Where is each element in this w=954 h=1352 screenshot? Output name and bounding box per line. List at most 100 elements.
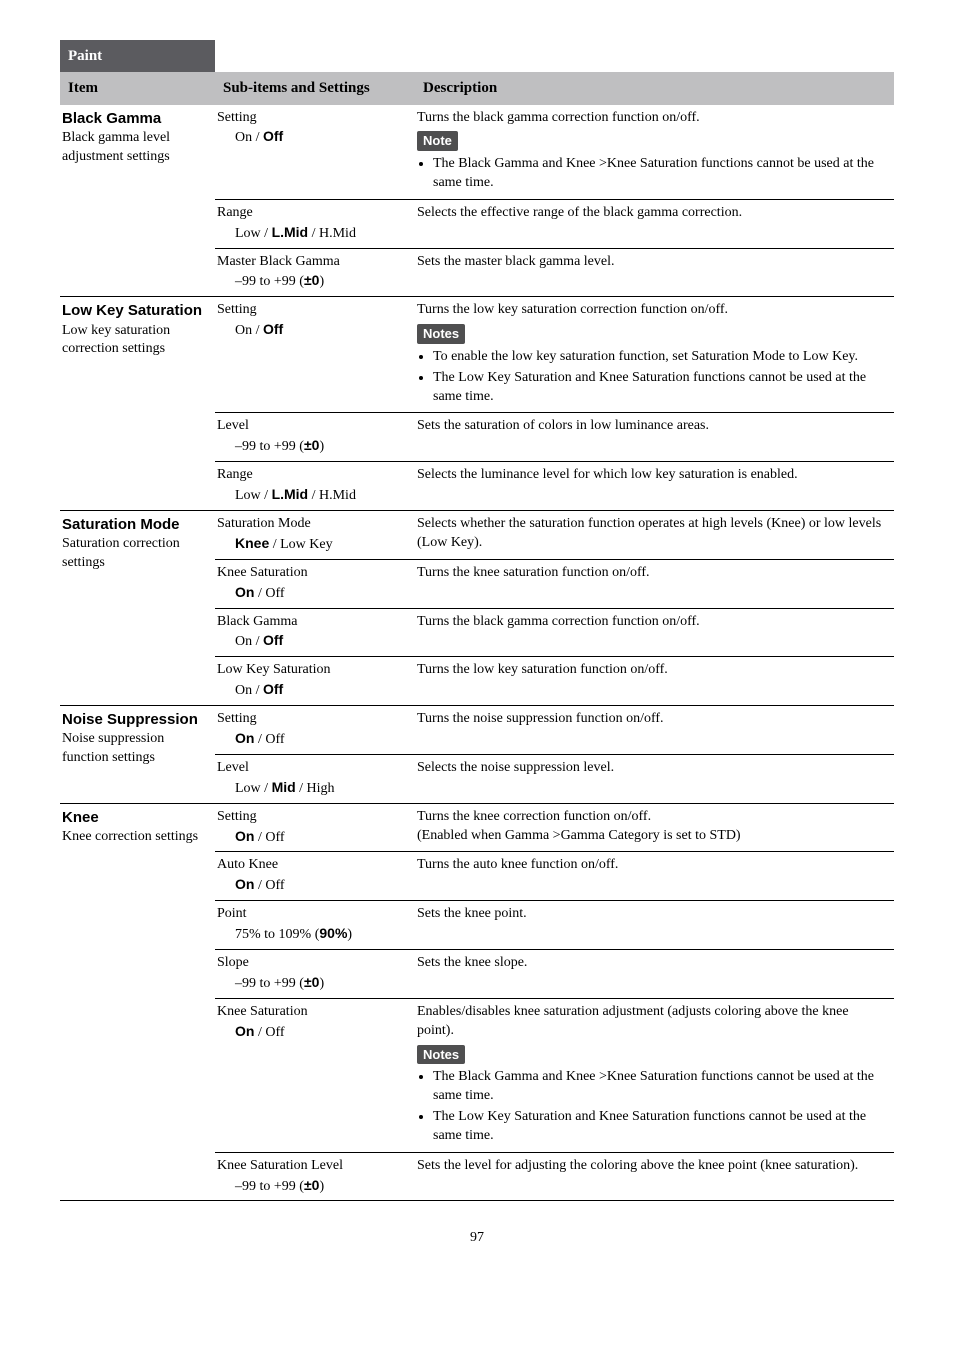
subitem-cell: Knee Saturation On / Off — [215, 998, 415, 1152]
subitem-opts: –99 to +99 (±0) — [217, 436, 409, 457]
subitem-name: Master Black Gamma — [217, 253, 409, 272]
subitem-opts: Low / Mid / High — [217, 778, 409, 799]
item-cell: Knee Knee correction settings — [60, 803, 215, 1201]
subitem-cell: Point 75% to 109% (90%) — [215, 901, 415, 950]
subitem-name: Knee Saturation — [217, 1003, 409, 1022]
subitem-name: Level — [217, 417, 409, 436]
subitem-opts: Knee / Low Key — [217, 534, 409, 555]
subitem-name: Setting — [217, 301, 409, 320]
subitem-name: Saturation Mode — [217, 515, 409, 534]
table-header-row: Paint — [60, 40, 894, 72]
subitem-cell: Level Low / Mid / High — [215, 754, 415, 803]
subitem-opts: Low / L.Mid / H.Mid — [217, 485, 409, 506]
item-title: Black Gamma — [62, 109, 209, 129]
table-row: Saturation Mode Saturation correction se… — [60, 510, 894, 559]
subitem-cell: Setting On / Off — [215, 706, 415, 755]
desc-cell: Turns the auto knee function on/off. — [415, 852, 894, 901]
subitem-cell: Master Black Gamma –99 to +99 (±0) — [215, 248, 415, 297]
col-sub: Sub-items and Settings — [215, 72, 415, 104]
subitem-name: Range — [217, 204, 409, 223]
bullet-list: To enable the low key saturation functio… — [433, 348, 888, 407]
subitem-cell: Auto Knee On / Off — [215, 852, 415, 901]
notes-badge: Notes — [417, 324, 465, 344]
item-title: Saturation Mode — [62, 515, 209, 535]
subitem-name: Setting — [217, 710, 409, 729]
subitem-name: Knee Saturation — [217, 564, 409, 583]
subitem-opts: On / Off — [217, 583, 409, 604]
item-subtitle: Black gamma level adjustment settings — [62, 129, 209, 167]
bullet-list: The Black Gamma and Knee >Knee Saturatio… — [433, 1068, 888, 1146]
subitem-opts: Low / L.Mid / H.Mid — [217, 223, 409, 244]
subitem-name: Slope — [217, 954, 409, 973]
desc-cell: Selects the noise suppression level. — [415, 754, 894, 803]
item-cell: Noise Suppression Noise suppression func… — [60, 706, 215, 804]
subitem-cell: Knee Saturation On / Off — [215, 559, 415, 608]
subitem-name: Point — [217, 905, 409, 924]
desc-cell: Turns the low key saturation correction … — [415, 297, 894, 413]
subitem-name: Knee Saturation Level — [217, 1157, 409, 1176]
table-row: Noise Suppression Noise suppression func… — [60, 706, 894, 755]
desc-cell: Enables/disables knee saturation adjustm… — [415, 998, 894, 1152]
desc-text: (Enabled when Gamma >Gamma Category is s… — [417, 827, 888, 846]
desc-text: Turns the black gamma correction functio… — [417, 109, 888, 128]
subitem-cell: Level –99 to +99 (±0) — [215, 413, 415, 462]
subitem-opts: –99 to +99 (±0) — [217, 1176, 409, 1197]
subitem-opts: On / Off — [217, 729, 409, 750]
subitem-opts: 75% to 109% (90%) — [217, 924, 409, 945]
subitem-name: Auto Knee — [217, 856, 409, 875]
subitem-cell: Setting On / Off — [215, 803, 415, 852]
subitem-opts: –99 to +99 (±0) — [217, 271, 409, 292]
desc-cell: Turns the knee correction function on/of… — [415, 803, 894, 852]
item-subtitle: Noise suppression function settings — [62, 730, 209, 768]
desc-text: Enables/disables knee saturation adjustm… — [417, 1003, 888, 1041]
desc-cell: Selects the effective range of the black… — [415, 199, 894, 248]
subitem-cell: Setting On / Off — [215, 297, 415, 413]
subitem-opts: On / Off — [217, 127, 409, 148]
desc-cell: Turns the noise suppression function on/… — [415, 706, 894, 755]
subitem-opts: On / Off — [217, 680, 409, 701]
subitem-name: Level — [217, 759, 409, 778]
note-badge: Note — [417, 131, 458, 151]
item-subtitle: Knee correction settings — [62, 828, 209, 847]
subitem-cell: Knee Saturation Level –99 to +99 (±0) — [215, 1152, 415, 1201]
subitem-opts: On / Off — [217, 631, 409, 652]
col-desc: Description — [415, 72, 894, 104]
desc-cell: Sets the knee point. — [415, 901, 894, 950]
bullet: The Black Gamma and Knee >Knee Saturatio… — [433, 155, 888, 193]
table-row: Knee Knee correction settings Setting On… — [60, 803, 894, 852]
desc-cell: Selects the luminance level for which lo… — [415, 462, 894, 511]
document-page: Paint Item Sub-items and Settings Descri… — [60, 40, 894, 1248]
item-cell: Low Key Saturation Low key saturation co… — [60, 297, 215, 511]
subitem-cell: Setting On / Off — [215, 105, 415, 200]
item-title: Knee — [62, 808, 209, 828]
desc-cell: Turns the black gamma correction functio… — [415, 105, 894, 200]
subitem-name: Low Key Saturation — [217, 661, 409, 680]
page-number: 97 — [60, 1229, 894, 1248]
subitem-cell: Low Key Saturation On / Off — [215, 657, 415, 706]
subitem-name: Setting — [217, 109, 409, 128]
desc-cell: Turns the low key saturation function on… — [415, 657, 894, 706]
bullet: To enable the low key saturation functio… — [433, 348, 888, 367]
table-column-header-row: Item Sub-items and Settings Description — [60, 72, 894, 104]
subitem-name: Black Gamma — [217, 613, 409, 632]
bullet: The Low Key Saturation and Knee Saturati… — [433, 1108, 888, 1146]
paint-header: Paint — [60, 40, 215, 72]
item-cell: Black Gamma Black gamma level adjustment… — [60, 105, 215, 297]
desc-cell: Selects whether the saturation function … — [415, 510, 894, 559]
subitem-opts: On / Off — [217, 875, 409, 896]
item-title: Noise Suppression — [62, 710, 209, 730]
settings-table: Paint Item Sub-items and Settings Descri… — [60, 40, 894, 1201]
subitem-opts: On / Off — [217, 827, 409, 848]
subitem-name: Setting — [217, 808, 409, 827]
desc-cell: Sets the saturation of colors in low lum… — [415, 413, 894, 462]
bullet-list: The Black Gamma and Knee >Knee Saturatio… — [433, 155, 888, 193]
subitem-cell: Slope –99 to +99 (±0) — [215, 949, 415, 998]
item-subtitle: Saturation correction settings — [62, 535, 209, 573]
item-title: Low Key Saturation — [62, 301, 209, 321]
subitem-name: Range — [217, 466, 409, 485]
subitem-cell: Range Low / L.Mid / H.Mid — [215, 462, 415, 511]
notes-badge: Notes — [417, 1045, 465, 1065]
subitem-opts: –99 to +99 (±0) — [217, 973, 409, 994]
desc-cell: Turns the knee saturation function on/of… — [415, 559, 894, 608]
col-item: Item — [60, 72, 215, 104]
